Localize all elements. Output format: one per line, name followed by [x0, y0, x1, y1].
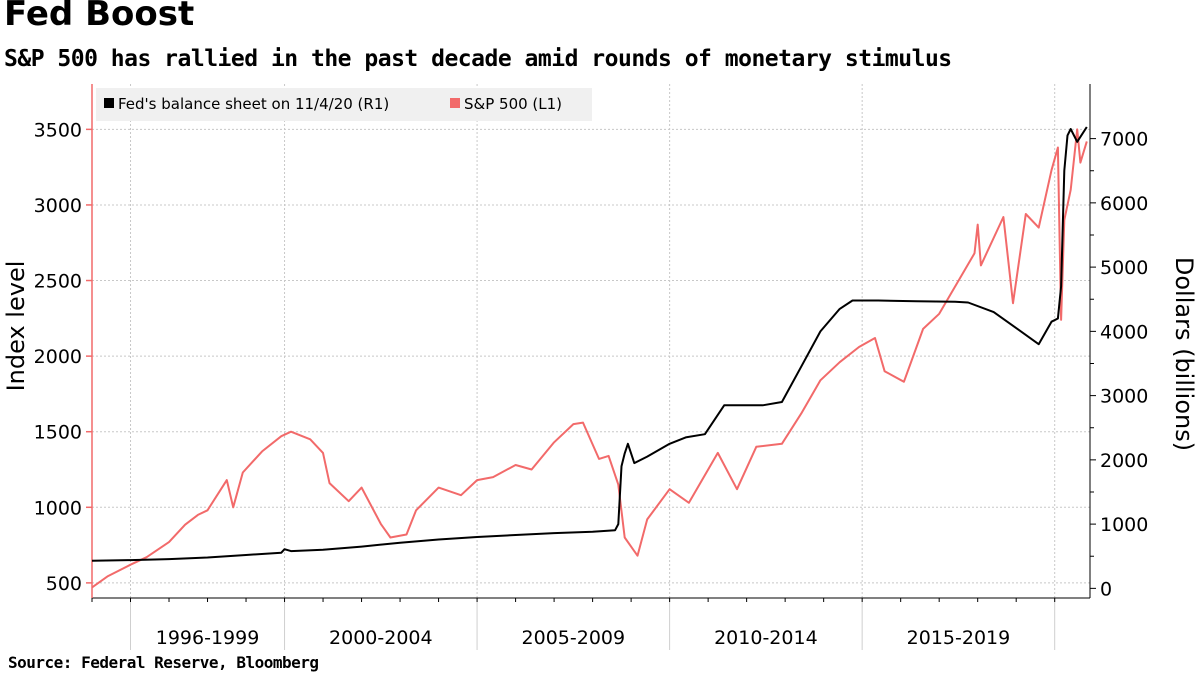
x-period-label: 2015-2019 — [907, 627, 1011, 649]
y-right-tick-label: 5000 — [1100, 257, 1148, 279]
fed-balance-sheet-series-line — [91, 126, 1088, 562]
source-note: Source: Federal Reserve, Bloomberg — [8, 653, 319, 672]
axes: 1996-1999 2000-2004 2005-2009 2010-2014 2015… — [34, 84, 1148, 650]
y-right-tick-label: 3000 — [1100, 386, 1148, 408]
grid-lines — [92, 84, 1090, 598]
x-period-label: 2010-2014 — [714, 627, 818, 649]
y-right-tick-label: 7000 — [1100, 129, 1148, 151]
legend-box — [96, 88, 592, 121]
sp500-series-line — [91, 128, 1088, 589]
x-period-label: 2000-2004 — [329, 627, 433, 649]
x-period-label: 2005-2009 — [522, 627, 626, 649]
legend-swatch-sp500 — [450, 98, 460, 108]
y-right-tick-label: 2000 — [1100, 450, 1148, 472]
legend: Fed's balance sheet on 11/4/20 (R1) S&P 5… — [96, 88, 592, 121]
y-axis-right-title: Dollars (billions) — [1170, 257, 1198, 451]
legend-swatch-fed — [104, 98, 114, 108]
y-right-tick-label: 4000 — [1100, 321, 1148, 343]
y-right-tick-label: 0 — [1100, 578, 1112, 600]
y-left-tick-label: 500 — [46, 573, 82, 595]
y-left-tick-label: 1500 — [34, 422, 82, 444]
y-left-tick-label: 1000 — [34, 497, 82, 519]
chart-subtitle: S&P 500 has rallied in the past decade a… — [4, 46, 952, 72]
y-left-tick-label: 3500 — [34, 119, 82, 141]
x-period-label: 1996-1999 — [156, 627, 260, 649]
y-axis-left-title: Index level — [2, 261, 30, 392]
chart-title: Fed Boost — [4, 0, 195, 34]
y-left-tick-label: 2000 — [34, 346, 82, 368]
y-right-tick-label: 1000 — [1100, 514, 1148, 536]
y-left-tick-label: 2500 — [34, 271, 82, 293]
series-lines — [91, 126, 1088, 589]
y-right-tick-label: 6000 — [1100, 193, 1148, 215]
y-left-tick-label: 3000 — [34, 195, 82, 217]
legend-label-sp500: S&P 500 (L1) — [464, 95, 562, 113]
legend-label-fed: Fed's balance sheet on 11/4/20 (R1) — [118, 95, 389, 113]
